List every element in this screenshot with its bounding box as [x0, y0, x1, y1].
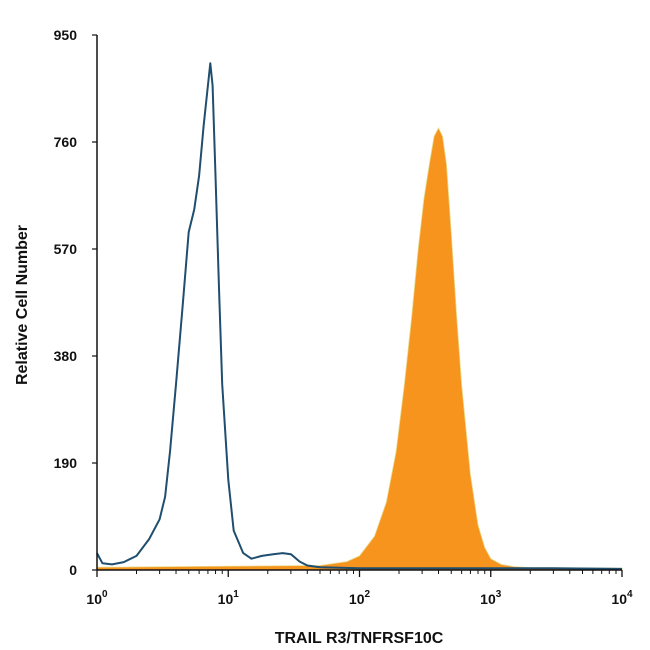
x-tick-label: 102: [349, 589, 371, 607]
y-tick-group: 0 190 380 570 760 950: [54, 27, 97, 578]
x-tick-label: 101: [218, 589, 240, 607]
x-axis-title: TRAIL R3/TNFRSF10C: [275, 630, 444, 647]
x-tick-group: 100 101 102 103 104: [86, 570, 633, 607]
y-tick-label: 0: [69, 562, 77, 578]
x-tick-label: 100: [86, 589, 108, 607]
series-layer: [96, 62, 623, 571]
y-tick-label: 950: [54, 27, 78, 43]
axes: [96, 35, 622, 571]
series-filled-histogram: [96, 127, 623, 571]
y-tick-label: 760: [54, 134, 78, 150]
y-tick-label: 380: [54, 348, 78, 364]
x-tick-label: 103: [480, 589, 502, 607]
y-tick-label: 190: [54, 455, 78, 471]
x-tick-label: 104: [611, 589, 633, 607]
series-outline-histogram: [96, 62, 623, 570]
y-axis-title: Relative Cell Number: [14, 225, 31, 385]
y-tick-label: 570: [54, 241, 78, 257]
